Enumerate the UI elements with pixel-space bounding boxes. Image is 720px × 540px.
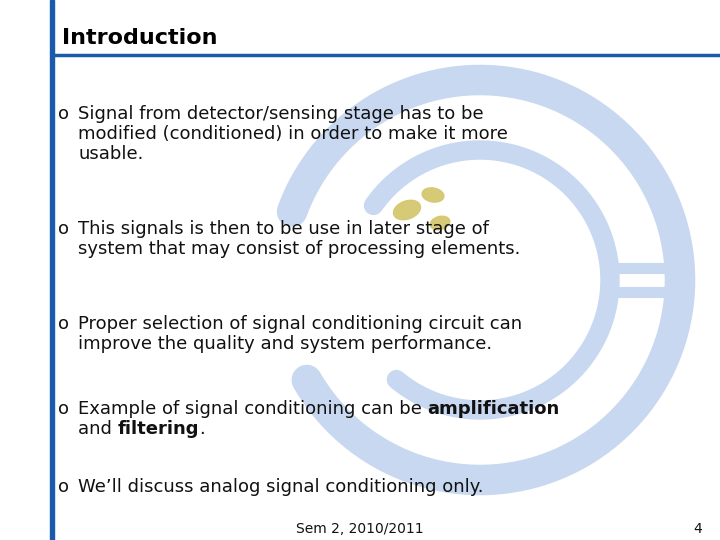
Text: improve the quality and system performance.: improve the quality and system performan…: [78, 335, 492, 353]
Text: o: o: [58, 478, 69, 496]
Text: modified (conditioned) in order to make it more: modified (conditioned) in order to make …: [78, 125, 508, 143]
Bar: [50, 0, 54, 540]
Text: o: o: [58, 315, 69, 333]
Text: Example of signal conditioning can be: Example of signal conditioning can be: [78, 400, 428, 418]
Ellipse shape: [394, 200, 420, 220]
Text: o: o: [58, 105, 69, 123]
Text: usable.: usable.: [78, 145, 143, 163]
Text: Proper selection of signal conditioning circuit can: Proper selection of signal conditioning …: [78, 315, 522, 333]
Text: filtering: filtering: [117, 420, 199, 438]
Text: and: and: [78, 420, 117, 438]
Text: This signals is then to be use in later stage of: This signals is then to be use in later …: [78, 220, 489, 238]
Text: We’ll discuss analog signal conditioning only.: We’ll discuss analog signal conditioning…: [78, 478, 484, 496]
Text: Sem 2, 2010/2011: Sem 2, 2010/2011: [296, 522, 424, 536]
Ellipse shape: [422, 188, 444, 202]
Text: o: o: [58, 220, 69, 238]
Text: o: o: [58, 400, 69, 418]
Text: .: .: [199, 420, 205, 438]
Text: 4: 4: [693, 522, 702, 536]
Text: Signal from detector/sensing stage has to be: Signal from detector/sensing stage has t…: [78, 105, 484, 123]
Text: amplification: amplification: [428, 400, 560, 418]
Ellipse shape: [430, 216, 450, 230]
Text: Introduction: Introduction: [62, 28, 217, 48]
Text: system that may consist of processing elements.: system that may consist of processing el…: [78, 240, 521, 258]
